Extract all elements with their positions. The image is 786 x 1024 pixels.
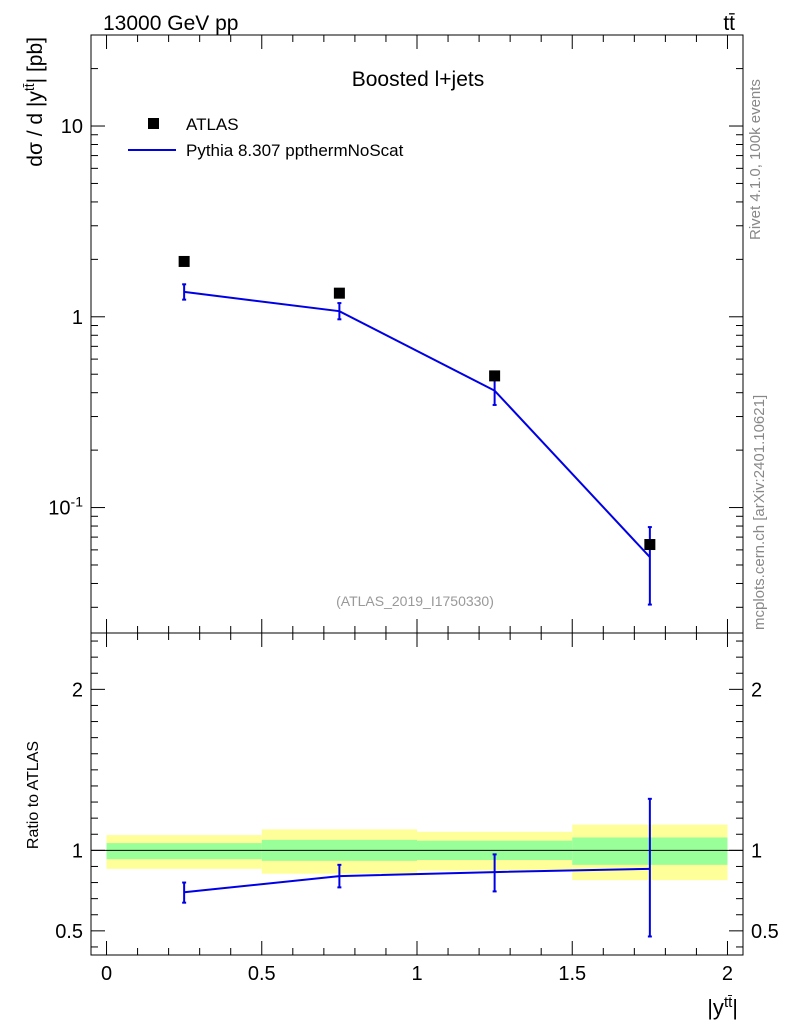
main-y-axis-label: dσ / d |ytt̄| [pb]	[21, 37, 47, 167]
ratio-y-tick-label-right: 1	[751, 840, 762, 862]
atlas-data-point	[178, 255, 190, 267]
x-tick-label: 1.5	[558, 963, 586, 985]
ratio-y-tick-label-left: 0.5	[55, 921, 83, 943]
plot-title: Boosted l+jets	[352, 68, 485, 91]
ratio-y-axis-label: Ratio to ATLAS	[25, 741, 42, 849]
ratio-y-tick-label-left: 1	[72, 840, 83, 862]
ratio-pythia-line	[184, 867, 650, 894]
ratio-y-tick-label-right: 2	[751, 679, 762, 701]
x-tick-label: 0	[101, 963, 112, 985]
ratio-y-tick-label-right: 0.5	[751, 921, 779, 943]
main-y-tick-label: 10-1	[48, 494, 83, 520]
ratio-plot-frame	[90, 632, 744, 956]
main-plot-panel: 10-1 1 10 dσ / d |ytt̄| [pb] Boosted l+jets (…	[21, 34, 744, 634]
atlas-data-point	[644, 539, 656, 551]
atlas-data-point	[333, 287, 345, 299]
main-y-tick-label: 10	[61, 116, 83, 138]
energy-label: 13000 GeV pp	[103, 12, 238, 35]
rivet-label: Rivet 4.1.0, 100k events	[747, 79, 764, 240]
legend-marker-atlas	[148, 118, 159, 129]
legend-label-atlas: ATLAS	[186, 115, 239, 134]
atlas-data-point	[489, 370, 501, 382]
process-label: tt̄	[723, 12, 735, 35]
x-axis-label: |ytt̄|	[707, 994, 738, 1021]
legend-label-pythia: Pythia 8.307 ppthermNoScat	[186, 141, 404, 160]
x-tick-label: 1	[411, 963, 422, 985]
ratio-band-green-0	[106, 843, 262, 860]
ratio-plot-panel: 0 0.5 1 1.5 2 |ytt̄| 0.5 0.5 1 1 2 2 Ratio to ATLAS	[25, 632, 779, 1021]
ratio-y-tick-label-left: 2	[72, 679, 83, 701]
main-y-tick-label: 1	[72, 307, 83, 329]
x-tick-label: 2	[722, 963, 733, 985]
mcplots-label: mcplots.cern.ch [arXiv:2401.10621]	[751, 395, 768, 630]
pythia-series-line	[184, 290, 651, 558]
analysis-label: (ATLAS_2019_I1750330)	[336, 593, 494, 609]
x-tick-label: 0.5	[248, 963, 276, 985]
